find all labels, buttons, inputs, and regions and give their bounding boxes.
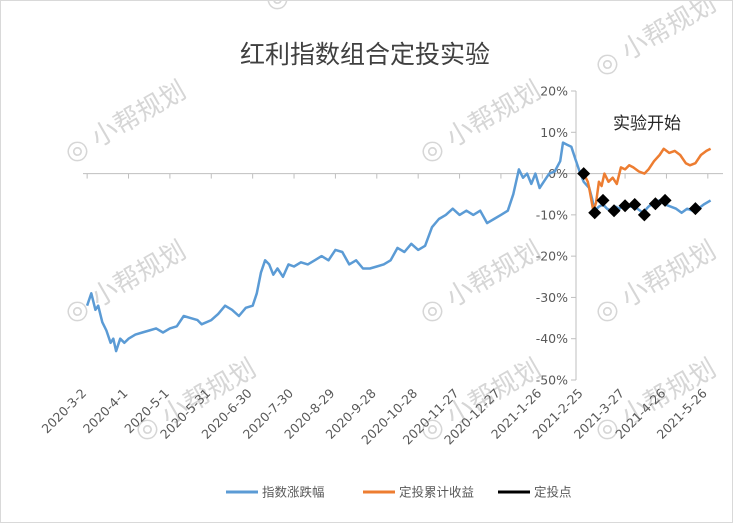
y-tick-label: 20% [540, 84, 568, 99]
legend-label: 定投累计收益 [399, 485, 474, 500]
data-point-marker [596, 193, 610, 207]
y-tick-label: -30% [536, 290, 568, 305]
y-tick-label: -40% [536, 331, 568, 346]
data-point-marker [607, 204, 621, 218]
data-point-marker [688, 202, 702, 216]
watermark-text: ◎ 小帮规划 [415, 76, 547, 169]
watermark-text: ◎ 小帮规划 [260, 1, 392, 17]
y-tick-label: 0% [548, 166, 568, 181]
series-3 [577, 167, 702, 222]
legend-item: 定投点 [498, 485, 572, 500]
data-point-marker [658, 193, 672, 207]
series-layer [85, 141, 712, 353]
y-tick-label: -20% [536, 249, 568, 264]
legend-label: 定投点 [534, 485, 572, 500]
legend-item: 指数涨跌幅 [226, 485, 325, 500]
watermark-text: ◎ 小帮规划 [590, 236, 722, 329]
watermark-text: ◎ 小帮规划 [60, 76, 192, 169]
data-point-marker [637, 208, 651, 222]
data-point-marker [618, 199, 632, 213]
chart-title: 红利指数组合定投实验 [240, 40, 490, 69]
watermark-text: ◎ 小帮规划 [415, 236, 547, 329]
watermark-text: ◎ 小帮规划 [590, 1, 722, 82]
series-2 [582, 147, 712, 212]
experiment-start-annotation: 实验开始 [613, 114, 681, 134]
chart-legend: 指数涨跌幅 定投累计收益 定投点 [226, 485, 572, 500]
data-point-marker [588, 206, 602, 220]
y-tick-label: -50% [536, 373, 568, 388]
data-point-marker [577, 167, 591, 181]
y-tick-label: 10% [540, 125, 568, 140]
legend-label: 指数涨跌幅 [262, 485, 325, 500]
data-point-marker [628, 198, 642, 212]
watermark-text: ◎ 小帮规划 [60, 236, 192, 329]
series-line [582, 147, 712, 212]
legend-item: 定投累计收益 [363, 485, 474, 500]
y-tick-label: -10% [536, 207, 568, 222]
